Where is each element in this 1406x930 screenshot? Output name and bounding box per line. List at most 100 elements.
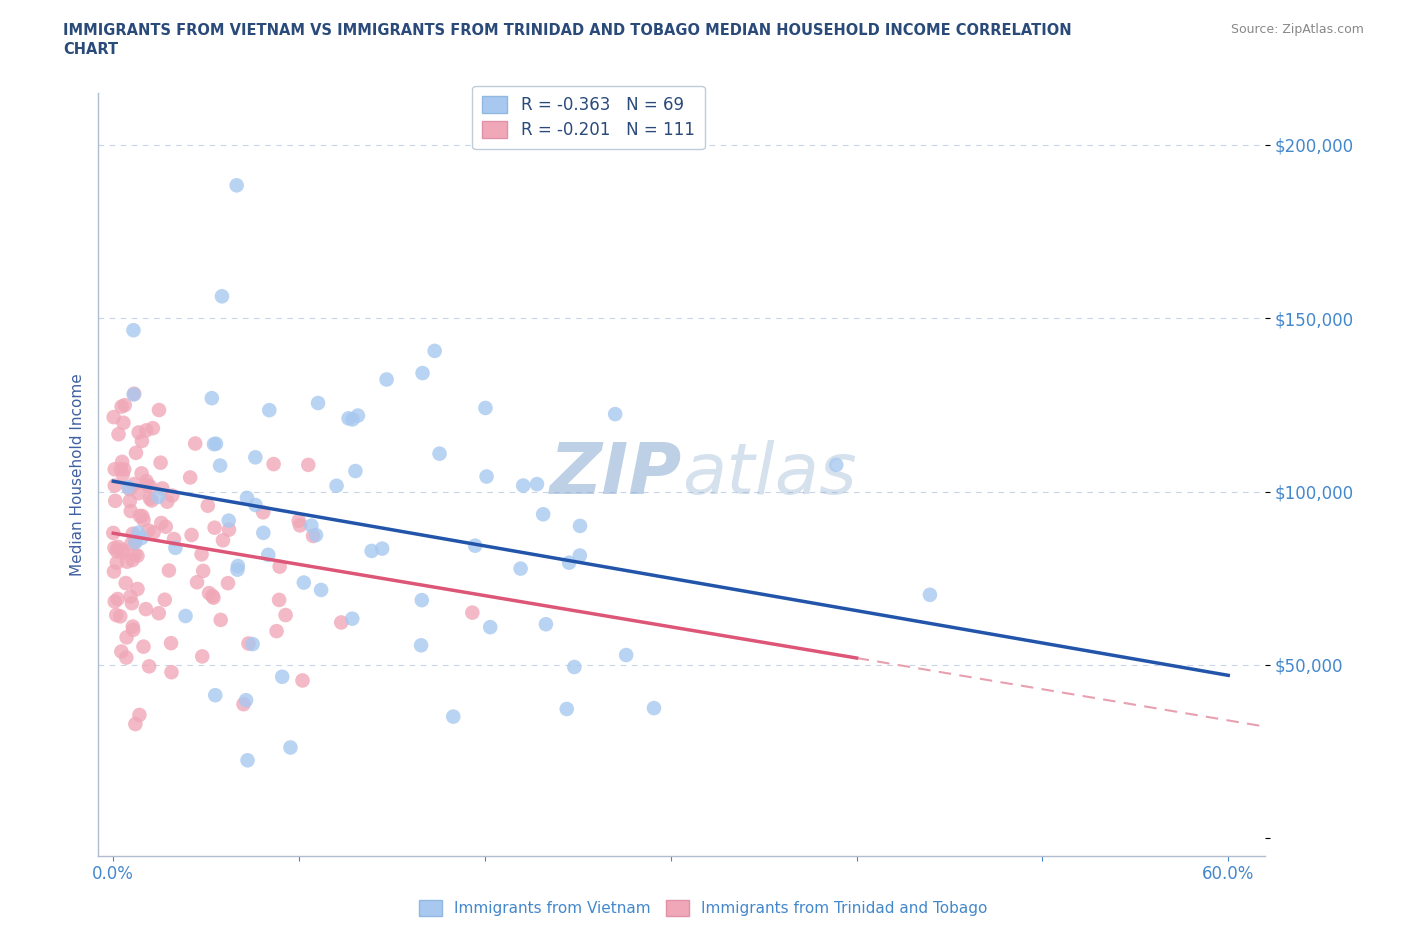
Point: [411, 592, 433, 607]
Point: [474, 401, 496, 416]
Point: [131, 509, 153, 524]
Point: [232, 697, 254, 711]
Point: [165, 540, 187, 555]
Point: [111, 542, 134, 557]
Point: [136, 477, 159, 492]
Point: [526, 477, 548, 492]
Point: [564, 659, 586, 674]
Point: [204, 688, 226, 703]
Point: [429, 446, 451, 461]
Point: [115, 650, 138, 665]
Point: [235, 693, 257, 708]
Point: [157, 563, 180, 578]
Point: [150, 481, 173, 496]
Point: [104, 462, 127, 477]
Point: [211, 289, 233, 304]
Point: [531, 507, 554, 522]
Point: [180, 527, 202, 542]
Text: CHART: CHART: [63, 42, 118, 57]
Point: [122, 622, 145, 637]
Point: [226, 559, 249, 574]
Point: [269, 592, 291, 607]
Point: [218, 523, 240, 538]
Point: [198, 586, 221, 601]
Point: [558, 555, 581, 570]
Point: [292, 575, 315, 590]
Point: [118, 482, 141, 497]
Point: [464, 538, 486, 553]
Point: [245, 450, 267, 465]
Point: [127, 525, 149, 540]
Point: [107, 539, 129, 554]
Point: [135, 423, 157, 438]
Point: [825, 458, 848, 472]
Point: [110, 609, 132, 624]
Point: [375, 372, 398, 387]
Point: [124, 717, 146, 732]
Point: [330, 615, 353, 630]
Point: [138, 523, 160, 538]
Point: [160, 665, 183, 680]
Point: [124, 535, 146, 550]
Point: [257, 548, 280, 563]
Point: [110, 399, 132, 414]
Point: [103, 410, 125, 425]
Point: [266, 624, 288, 639]
Point: [138, 658, 160, 673]
Point: [423, 343, 446, 358]
Point: [103, 565, 125, 579]
Point: [160, 488, 183, 503]
Point: [201, 391, 224, 405]
Point: [141, 493, 163, 508]
Point: [186, 575, 208, 590]
Point: [288, 518, 311, 533]
Point: [204, 520, 226, 535]
Point: [202, 437, 225, 452]
Point: [107, 591, 129, 606]
Point: [274, 607, 297, 622]
Point: [122, 386, 145, 401]
Point: [259, 403, 281, 418]
Point: [371, 541, 394, 556]
Point: [163, 532, 186, 547]
Point: [142, 420, 165, 435]
Point: [325, 478, 347, 493]
Point: [103, 525, 125, 540]
Point: [193, 564, 215, 578]
Point: [131, 466, 153, 481]
Legend: R = -0.363   N = 69, R = -0.201   N = 111: R = -0.363 N = 69, R = -0.201 N = 111: [472, 86, 704, 149]
Point: [307, 395, 329, 410]
Text: IMMIGRANTS FROM VIETNAM VS IMMIGRANTS FROM TRINIDAD AND TOBAGO MEDIAN HOUSEHOLD : IMMIGRANTS FROM VIETNAM VS IMMIGRANTS FR…: [63, 23, 1071, 38]
Point: [918, 588, 941, 603]
Point: [344, 464, 367, 479]
Point: [148, 403, 170, 418]
Point: [111, 545, 134, 560]
Point: [197, 498, 219, 513]
Point: [135, 602, 157, 617]
Point: [121, 596, 143, 611]
Point: [125, 445, 148, 460]
Point: [226, 563, 249, 578]
Point: [105, 555, 128, 570]
Point: [202, 591, 225, 605]
Point: [302, 528, 325, 543]
Point: [309, 582, 332, 597]
Point: [201, 589, 224, 604]
Point: [148, 489, 170, 504]
Point: [297, 458, 319, 472]
Point: [191, 649, 214, 664]
Point: [236, 753, 259, 768]
Point: [209, 458, 232, 473]
Point: [131, 531, 153, 546]
Point: [132, 512, 155, 527]
Point: [110, 644, 132, 659]
Point: [115, 554, 138, 569]
Point: [127, 485, 149, 500]
Point: [110, 461, 132, 476]
Point: [148, 605, 170, 620]
Point: [568, 548, 591, 563]
Point: [337, 411, 360, 426]
Point: [117, 480, 139, 495]
Point: [129, 509, 152, 524]
Text: Source: ZipAtlas.com: Source: ZipAtlas.com: [1230, 23, 1364, 36]
